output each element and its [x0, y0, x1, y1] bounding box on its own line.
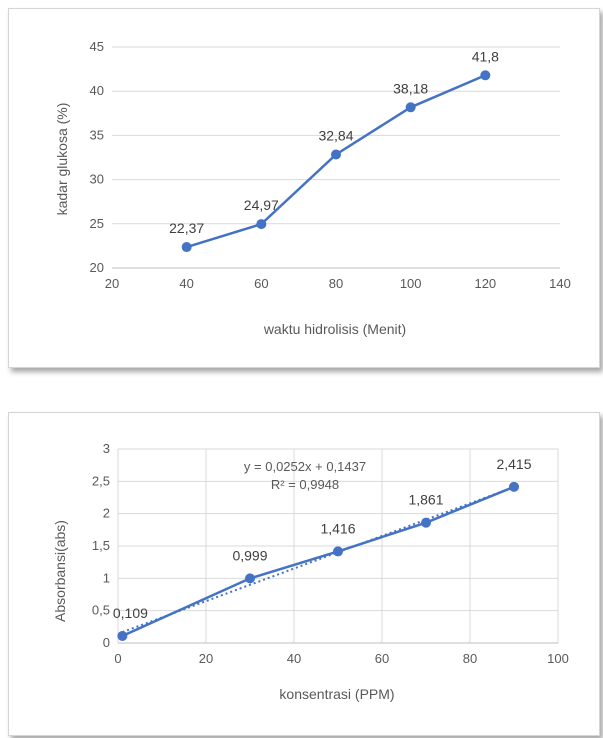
x-tick-label: 100	[400, 276, 422, 291]
data-label: 1,416	[320, 520, 355, 536]
x-tick-label: 100	[547, 651, 569, 666]
x-tick-label: 80	[329, 276, 343, 291]
glucose-chart-panel: 20 40 60 80 100 120 140 20 25 30 35 40 45 22,37 24,9…	[8, 8, 600, 368]
absorbance-chart-panel: 0 20 40 60 80 100 0 0,5 1 1,5 2 2,5 3 0,109 0,999 1,4…	[8, 412, 600, 736]
trendline-r-squared: R² = 0,9948	[271, 477, 339, 492]
x-tick-label: 120	[474, 276, 496, 291]
data-point	[245, 573, 255, 584]
y-tick-label: 2,5	[92, 473, 110, 488]
x-tick-label: 140	[549, 276, 571, 291]
y-tick-label: 25	[90, 216, 104, 231]
x-tick-label: 20	[105, 276, 119, 291]
data-point	[331, 149, 341, 160]
x-tick-label: 20	[199, 651, 213, 666]
data-label: 0,109	[113, 605, 148, 621]
data-label: 22,37	[169, 220, 204, 236]
y-tick-label: 0	[103, 635, 110, 650]
glucose-chart: 20 40 60 80 100 120 140 20 25 30 35 40 45 22,37 24,9…	[54, 39, 571, 337]
data-label: 1,861	[408, 492, 443, 508]
data-point	[421, 517, 431, 528]
absorbance-chart: 0 20 40 60 80 100 0 0,5 1 1,5 2 2,5 3 0,109 0,999 1,4…	[52, 441, 569, 702]
y-tick-label: 1	[103, 570, 110, 585]
x-tick-label: 40	[287, 651, 301, 666]
data-point	[256, 219, 267, 230]
y-tick-label: 0,5	[92, 603, 110, 618]
x-axis-title: waktu hidrolisis (Menit)	[263, 321, 406, 337]
data-label: 24,97	[244, 197, 279, 213]
y-tick-label: 20	[90, 260, 104, 275]
series-line	[186, 74, 486, 249]
y-tick-label: 2	[103, 506, 110, 521]
trendline-equation: y = 0,0252x + 0,1437	[244, 459, 366, 474]
data-point	[480, 70, 491, 81]
y-axis-title: Absorbansi(abs)	[52, 520, 68, 622]
y-axis-title: kadar glukosa (%)	[54, 103, 70, 216]
data-label: 2,415	[496, 456, 531, 472]
x-axis-title: konsentrasi (PPM)	[279, 686, 394, 702]
data-label: 38,18	[393, 80, 428, 96]
x-tick-label: 60	[375, 651, 389, 666]
data-label: 32,84	[318, 127, 353, 143]
x-tick-label: 60	[254, 276, 268, 291]
series-line	[121, 485, 515, 638]
data-label: 41,8	[472, 48, 499, 64]
data-point	[405, 102, 416, 113]
data-label: 0,999	[232, 547, 267, 563]
data-point	[117, 630, 128, 641]
y-tick-label: 3	[103, 441, 110, 456]
x-tick-label: 0	[114, 651, 121, 666]
data-point	[509, 481, 519, 492]
x-tick-label: 40	[179, 276, 193, 291]
data-point	[333, 546, 343, 557]
y-tick-label: 1,5	[92, 538, 110, 553]
x-tick-label: 80	[463, 651, 477, 666]
y-tick-label: 35	[90, 127, 104, 142]
y-tick-label: 30	[90, 172, 104, 187]
data-point	[181, 242, 192, 253]
y-tick-label: 40	[90, 83, 104, 98]
y-tick-label: 45	[90, 39, 104, 54]
